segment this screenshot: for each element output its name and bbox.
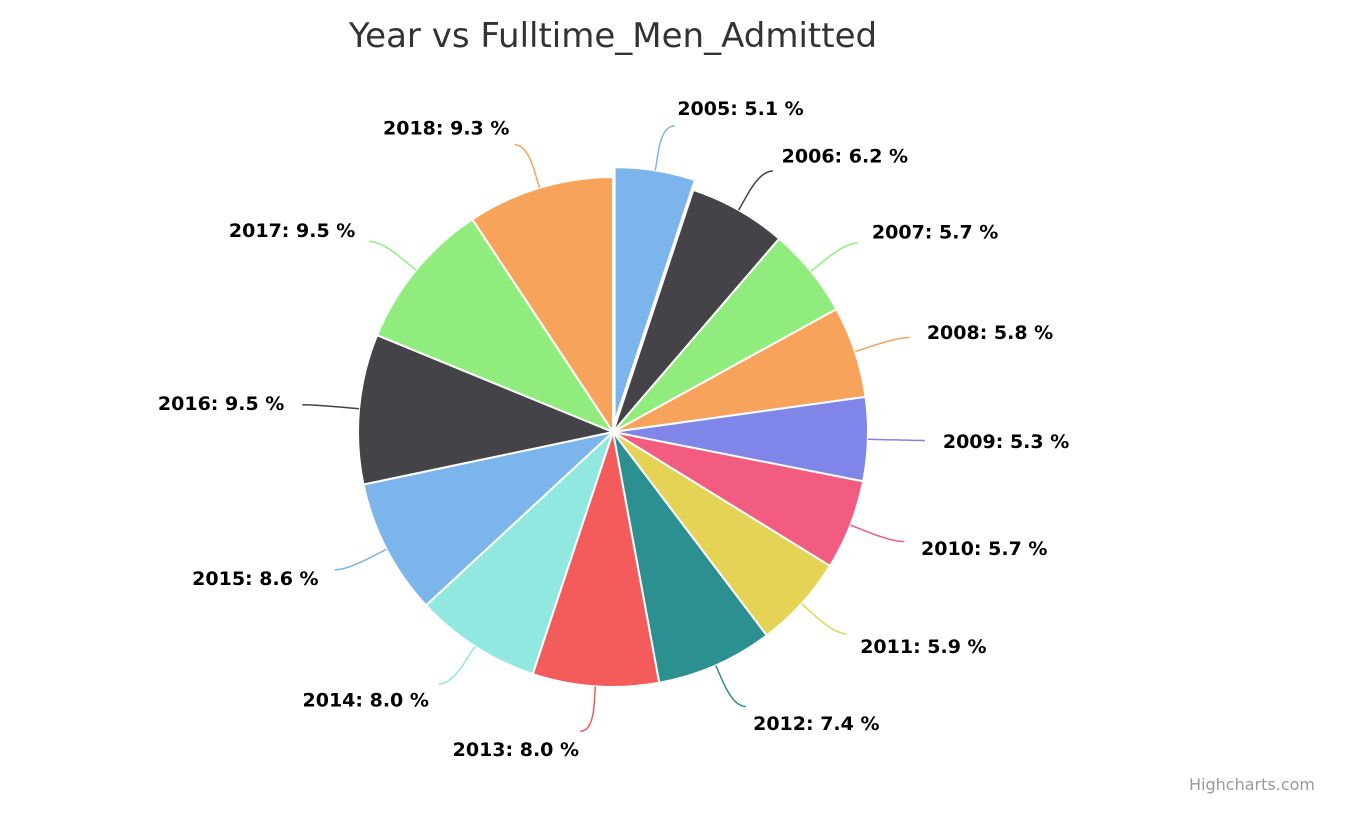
data-label-2011: 2011: 5.9 %	[860, 636, 986, 658]
label-connector-2007	[810, 242, 858, 272]
data-label-2008: 2008: 5.8 %	[927, 322, 1053, 344]
data-label-2017: 2017: 9.5 %	[229, 220, 355, 242]
label-connector-2005	[654, 125, 675, 171]
data-label-2009: 2009: 5.3 %	[943, 431, 1069, 453]
label-connector-2006	[737, 170, 773, 211]
label-connector-2009	[867, 438, 925, 442]
label-connector-2018	[514, 143, 541, 189]
data-label-2014: 2014: 8.0 %	[303, 689, 429, 711]
pie-slices	[357, 166, 869, 688]
label-connector-2015	[334, 548, 387, 571]
label-connector-2013	[580, 686, 597, 733]
label-connector-2008	[854, 336, 910, 353]
pie-slice-2012[interactable]	[612, 431, 768, 684]
label-connector-2014	[438, 646, 476, 686]
label-connector-2012	[715, 665, 746, 708]
data-label-2010: 2010: 5.7 %	[921, 538, 1047, 560]
pie-slice-2005[interactable]	[613, 166, 696, 424]
data-label-2005: 2005: 5.1 %	[677, 98, 803, 120]
label-connector-2016	[302, 403, 360, 410]
data-label-2012: 2012: 7.4 %	[753, 713, 879, 735]
pie-slice-2015[interactable]	[362, 431, 614, 607]
data-label-2013: 2013: 8.0 %	[453, 739, 579, 761]
label-connector-2017	[369, 240, 417, 271]
label-connector-2011	[801, 603, 847, 635]
data-label-2015: 2015: 8.6 %	[192, 568, 318, 590]
data-label-2006: 2006: 6.2 %	[782, 145, 908, 167]
label-connector-2010	[850, 524, 905, 543]
data-label-2018: 2018: 9.3 %	[383, 117, 509, 139]
data-labels: 2005: 5.1 % 2006: 6.2 % 2007: 5.7 % 2008: 5…	[158, 98, 1069, 761]
chart-title: Year vs Fulltime_Men_Admitted	[348, 16, 877, 56]
data-label-2016: 2016: 9.5 %	[158, 393, 284, 415]
label-connectors	[302, 125, 925, 733]
credits-link[interactable]: Highcharts.com	[1189, 775, 1315, 794]
data-label-2007: 2007: 5.7 %	[872, 222, 998, 244]
